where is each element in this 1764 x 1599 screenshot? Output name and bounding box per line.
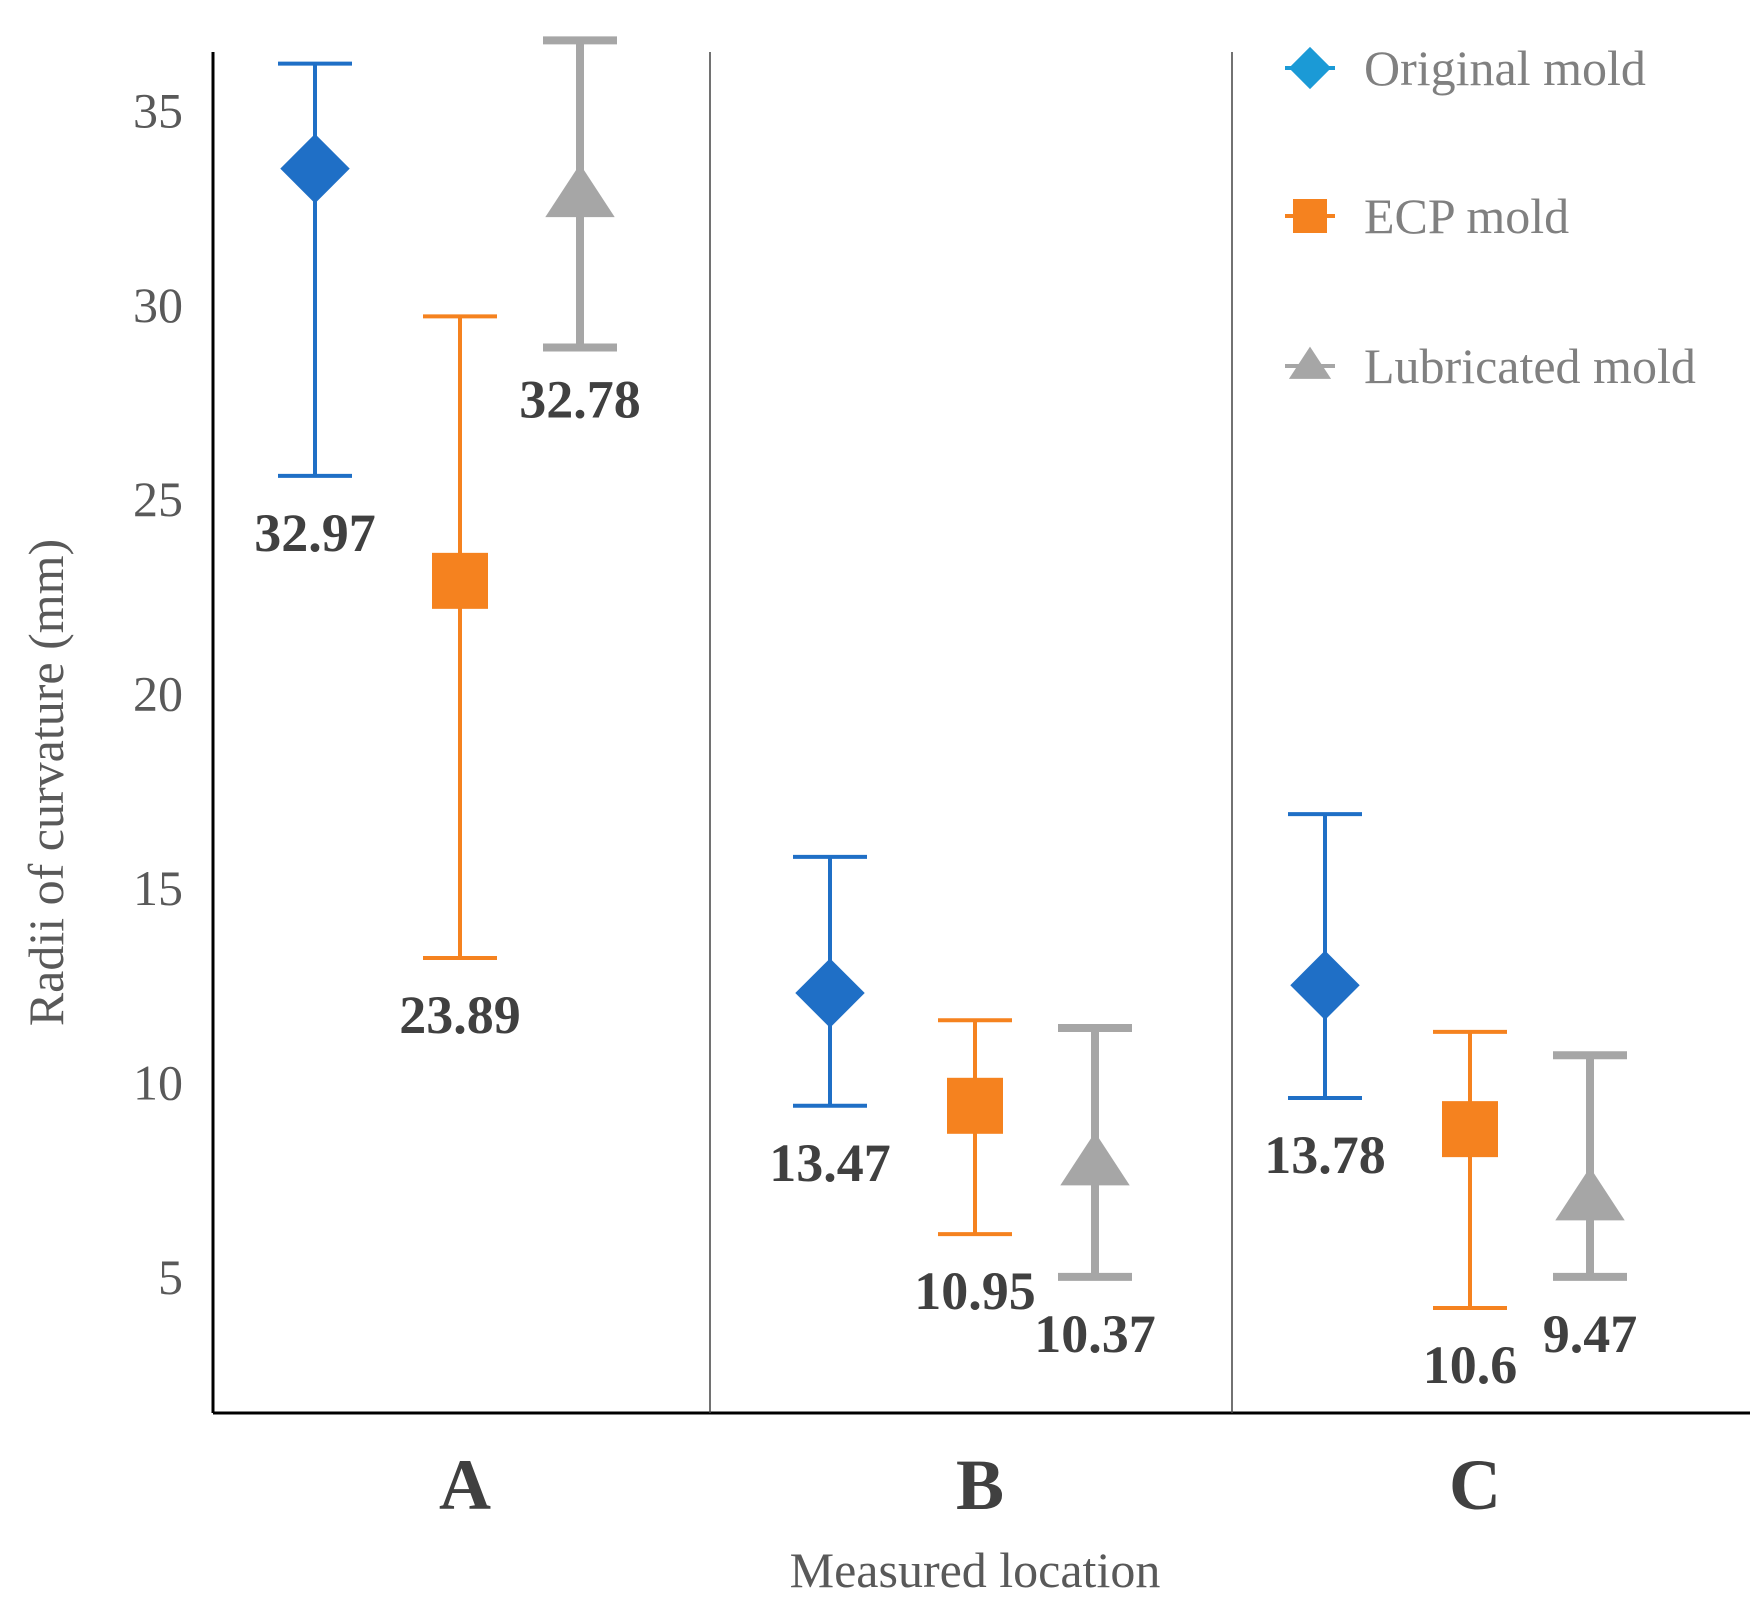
y-tick-label-20: 20 <box>133 666 183 722</box>
legend: Original mold ECP mold Lubricated mold <box>1285 40 1696 394</box>
y-axis-title: Radii of curvature (mm) <box>18 539 74 1026</box>
data-label-ecp-mold-A: 23.89 <box>399 985 521 1045</box>
x-category-label-C: C <box>1449 1445 1501 1525</box>
data-label-lubricated-mold-C: 9.47 <box>1543 1304 1638 1364</box>
legend-marker-original-mold <box>1288 46 1332 90</box>
marker-ecp-mold-B <box>947 1077 1003 1134</box>
data-label-lubricated-mold-B: 10.37 <box>1034 1304 1156 1364</box>
x-category-label-A: A <box>439 1445 491 1525</box>
y-tick-label-25: 25 <box>133 471 183 527</box>
legend-marker-lubricated-mold <box>1288 346 1332 379</box>
y-tick-label-15: 15 <box>133 860 183 916</box>
marker-original-mold-A <box>280 133 350 204</box>
marker-original-mold-C <box>1290 950 1360 1020</box>
marker-ecp-mold-A <box>432 552 488 609</box>
x-axis-title: Measured location <box>790 1542 1161 1598</box>
marker-lubricated-mold-A <box>545 163 615 218</box>
data-label-ecp-mold-C: 10.6 <box>1423 1335 1518 1395</box>
x-category-label-B: B <box>956 1445 1004 1525</box>
y-tick-label-30: 30 <box>133 277 183 333</box>
data-markers <box>280 133 1625 1221</box>
data-label-ecp-mold-B: 10.95 <box>914 1261 1036 1321</box>
legend-marker-ecp-mold <box>1293 199 1327 233</box>
axes: 5 10 15 20 25 30 35 Radii of curvature (mm) A B C M… <box>18 52 1750 1598</box>
legend-label-original-mold: Original mold <box>1364 40 1646 96</box>
y-tick-label-5: 5 <box>158 1249 183 1305</box>
error-bars <box>278 36 1627 1311</box>
data-label-original-mold-B: 13.47 <box>769 1133 891 1193</box>
legend-label-lubricated-mold: Lubricated mold <box>1364 338 1696 394</box>
data-labels: 32.97 13.47 13.78 23.89 10.95 10.6 32.78 10.37 9… <box>254 370 1637 1395</box>
marker-lubricated-mold-B <box>1060 1132 1130 1186</box>
marker-original-mold-B <box>795 958 865 1028</box>
data-label-original-mold-A: 32.97 <box>254 503 376 563</box>
y-tick-label-10: 10 <box>133 1054 183 1110</box>
y-tick-label-35: 35 <box>133 82 183 138</box>
marker-lubricated-mold-C <box>1555 1167 1625 1221</box>
data-label-original-mold-C: 13.78 <box>1264 1125 1386 1185</box>
data-label-lubricated-mold-A: 32.78 <box>519 370 641 430</box>
marker-ecp-mold-C <box>1442 1101 1498 1158</box>
legend-label-ecp-mold: ECP mold <box>1364 188 1569 244</box>
